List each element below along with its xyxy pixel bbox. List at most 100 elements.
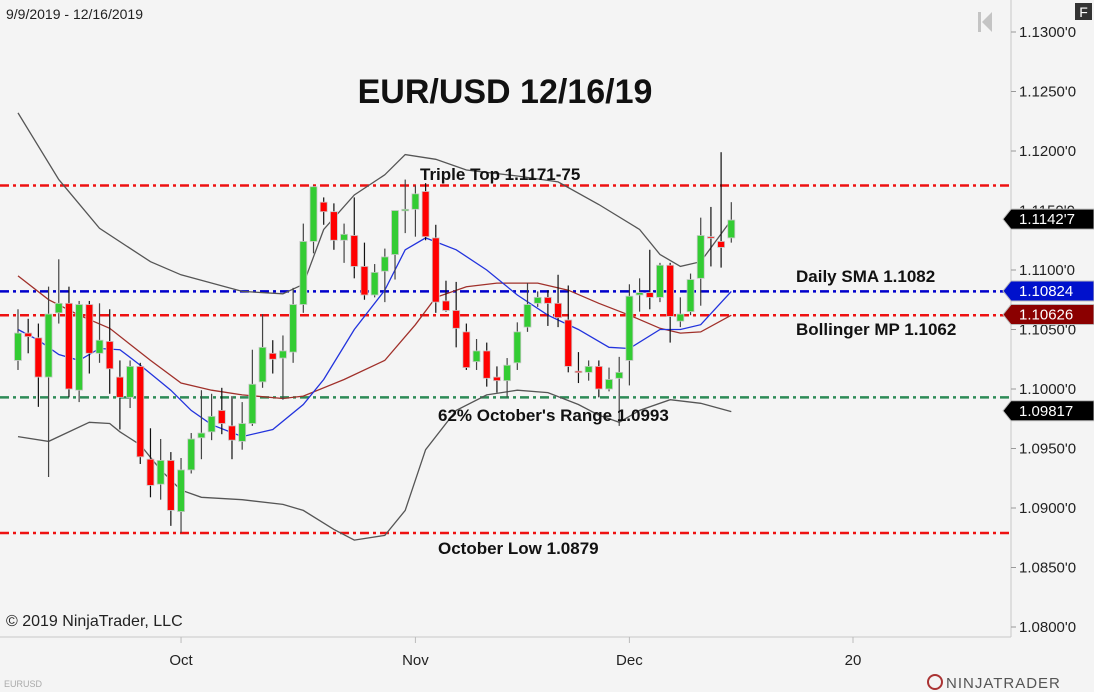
x-tick-label: Oct — [169, 652, 193, 669]
candle-down — [594, 365, 603, 390]
candle-down — [717, 241, 726, 248]
candle-up — [727, 219, 736, 239]
candle-up — [656, 264, 664, 298]
y-tick-label: 1.0950'0 — [1019, 441, 1076, 458]
y-tick-label: 1.1000'0 — [1019, 381, 1076, 398]
candle-down — [564, 319, 573, 367]
price-tag-label: 1.09817 — [1019, 403, 1073, 420]
x-tick-label: 20 — [845, 652, 862, 669]
y-tick-label: 1.1300'0 — [1019, 24, 1076, 41]
candle-down — [166, 459, 175, 511]
y-tick-label: 1.1200'0 — [1019, 143, 1076, 160]
candle-up — [370, 271, 379, 296]
candle-up — [391, 210, 399, 255]
price-tag-label: 1.10824 — [1019, 283, 1073, 300]
candle-down — [707, 236, 715, 239]
candle-up — [44, 313, 53, 378]
candle-up — [605, 379, 613, 390]
candle-down — [493, 376, 501, 382]
candle-up — [635, 292, 644, 296]
price-tag — [1002, 208, 1094, 230]
svg-text:F: F — [1079, 4, 1088, 20]
instrument-label: EURUSD — [4, 679, 43, 689]
candle-up — [401, 208, 410, 212]
candle-up — [258, 346, 267, 383]
candle-up — [299, 241, 308, 305]
candle-up — [503, 364, 512, 382]
x-tick-label: Nov — [402, 652, 429, 669]
candle-down — [554, 302, 562, 319]
candle-up — [340, 233, 348, 241]
candle-up — [279, 350, 287, 359]
candle-up — [187, 438, 196, 471]
annotation-october-low: October Low 1.0879 — [438, 539, 599, 558]
candle-down — [85, 304, 94, 354]
candle-down — [482, 350, 491, 379]
candle-down — [462, 331, 471, 368]
candle-up — [615, 371, 624, 379]
y-tick-label: 1.1100'0 — [1019, 262, 1075, 279]
candle-up — [696, 235, 705, 279]
candle-down — [452, 310, 461, 329]
candle-down — [319, 201, 328, 213]
candle-down — [268, 352, 277, 360]
candle-up — [248, 383, 257, 424]
chart-title: EUR/USD 12/16/19 — [358, 73, 653, 111]
candle-down — [543, 296, 552, 304]
candle-up — [95, 339, 104, 354]
candle-up — [625, 295, 634, 361]
candle-up — [676, 313, 685, 322]
candle-up — [54, 302, 63, 314]
candle-down — [34, 337, 43, 378]
candle-up — [207, 415, 216, 433]
candle-down — [24, 332, 33, 338]
candle-down — [329, 211, 338, 241]
price-tag — [1002, 304, 1094, 326]
candle-up — [533, 296, 542, 304]
candle-up — [126, 365, 134, 398]
price-tag-label: 1.10626 — [1019, 307, 1073, 324]
candle-up — [411, 193, 420, 210]
candle-down — [442, 300, 450, 311]
candle-down — [146, 458, 155, 486]
candle-down — [217, 410, 226, 424]
date-range: 9/9/2019 - 12/16/2019 — [6, 6, 143, 22]
f-button[interactable]: F — [1075, 3, 1092, 20]
ninjatrader-logo-icon — [927, 674, 943, 690]
candle-down — [574, 370, 583, 374]
y-tick-label: 1.0900'0 — [1019, 500, 1076, 517]
candle-up — [14, 332, 22, 361]
price-tag — [1002, 400, 1094, 422]
candle-up — [289, 304, 298, 353]
candle-down — [350, 235, 359, 267]
annotation-daily-sma: Daily SMA 1.1082 — [796, 267, 935, 286]
candle-down — [228, 425, 236, 441]
y-tick-label: 1.1050'0 — [1019, 322, 1076, 339]
candle-down — [360, 266, 369, 296]
candle-up — [238, 423, 247, 442]
candle-up — [197, 432, 206, 439]
y-tick-label: 1.0850'0 — [1019, 560, 1076, 577]
candle-down — [421, 191, 430, 238]
annotation-triple-top: Triple Top 1.1171-75 — [420, 165, 580, 184]
candle-up — [177, 469, 185, 512]
candle-down — [65, 302, 73, 390]
scroll-to-start-icon[interactable] — [978, 12, 992, 32]
candle-down — [136, 365, 145, 458]
logo-text: NINJATRADER — [946, 675, 1061, 692]
annotation-62-range: 62% October's Range 1.0993 — [438, 406, 669, 425]
x-tick-label: Dec — [616, 652, 643, 669]
y-tick-label: 1.1250'0 — [1019, 84, 1076, 101]
bollinger-upper-line — [17, 112, 732, 295]
price-tag — [1002, 280, 1094, 302]
candle-down — [105, 340, 114, 370]
candle-up — [156, 459, 165, 485]
candle-up — [584, 365, 593, 373]
copyright: © 2019 NinjaTrader, LLC — [6, 613, 183, 630]
candle-up — [686, 279, 695, 313]
candle-down — [116, 376, 124, 398]
candle-up — [380, 256, 389, 272]
bollinger-middle-line — [17, 275, 732, 400]
